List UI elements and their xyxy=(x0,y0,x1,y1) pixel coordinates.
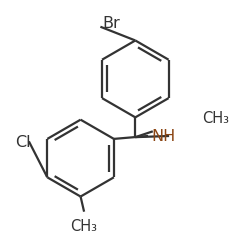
Text: NH: NH xyxy=(152,129,176,144)
Text: CH₃: CH₃ xyxy=(202,110,229,125)
Text: Br: Br xyxy=(103,16,120,31)
Text: Cl: Cl xyxy=(15,134,31,149)
Text: CH₃: CH₃ xyxy=(71,218,98,233)
